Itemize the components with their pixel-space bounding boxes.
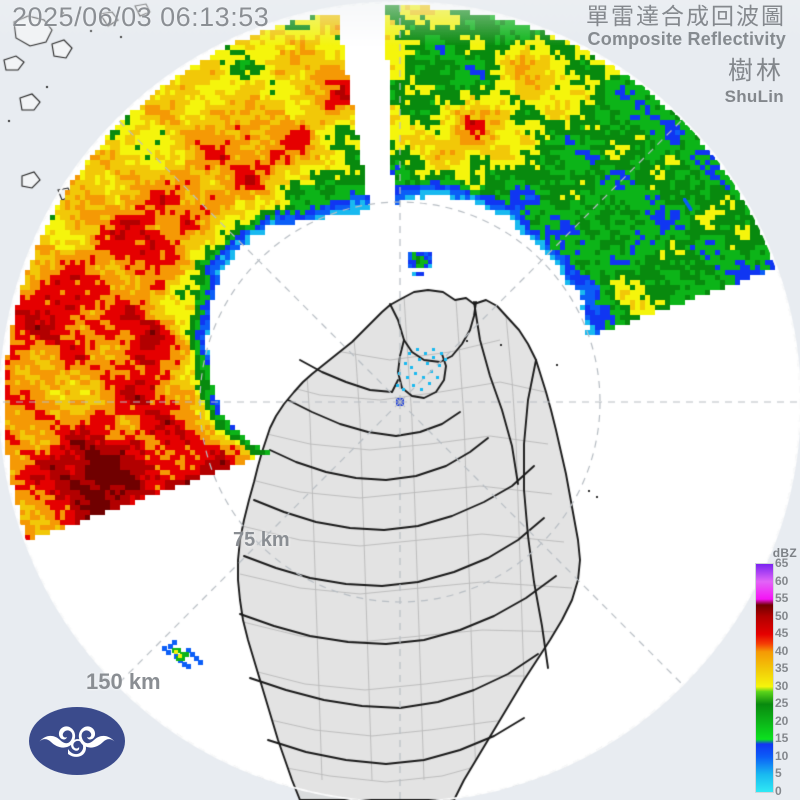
range-ring-label-150km: 150 km (86, 669, 161, 694)
colorbar-tick-10: 10 (775, 748, 789, 763)
station-name-en: ShuLin (724, 86, 784, 106)
colorbar-tick-15: 15 (775, 731, 789, 746)
product-title-zh: 單雷達合成回波圖 (586, 3, 786, 29)
station-name-zh: 樹林 (727, 57, 784, 85)
colorbar-tick-65: 65 (775, 556, 789, 570)
colorbar-tick-50: 50 (775, 608, 789, 623)
product-title-en: Composite Reflectivity (587, 29, 786, 50)
colorbar-tick-40: 40 (775, 643, 789, 658)
colorbar-tick-25: 25 (775, 696, 789, 711)
timestamp-label: 2025/06/03 06:13:53 (12, 2, 270, 32)
range-ring-label-75km: 75 km (233, 529, 290, 551)
colorbar-tick-60: 60 (775, 573, 789, 588)
colorbar-gradient (755, 563, 774, 793)
colorbar-tick-35: 35 (775, 661, 789, 676)
dbz-colorbar: dBZ 65 60 55 50 45 40 35 30 25 20 15 10 5 0 (753, 546, 799, 798)
colorbar-title: dBZ (772, 546, 797, 560)
colorbar-tick-5: 5 (775, 766, 782, 781)
colorbar-tick-45: 45 (775, 626, 789, 641)
station-name: 樹林 ShuLin (724, 57, 784, 107)
colorbar-ticks: 65 60 55 50 45 40 35 30 25 20 15 10 5 0 (775, 556, 799, 798)
colorbar-tick-20: 20 (775, 713, 789, 728)
cwa-logo (29, 707, 125, 775)
colorbar-tick-0: 0 (775, 784, 782, 798)
colorbar-tick-30: 30 (775, 678, 789, 693)
product-title: 單雷達合成回波圖 Composite Reflectivity (586, 4, 786, 50)
colorbar-tick-55: 55 (775, 591, 789, 606)
